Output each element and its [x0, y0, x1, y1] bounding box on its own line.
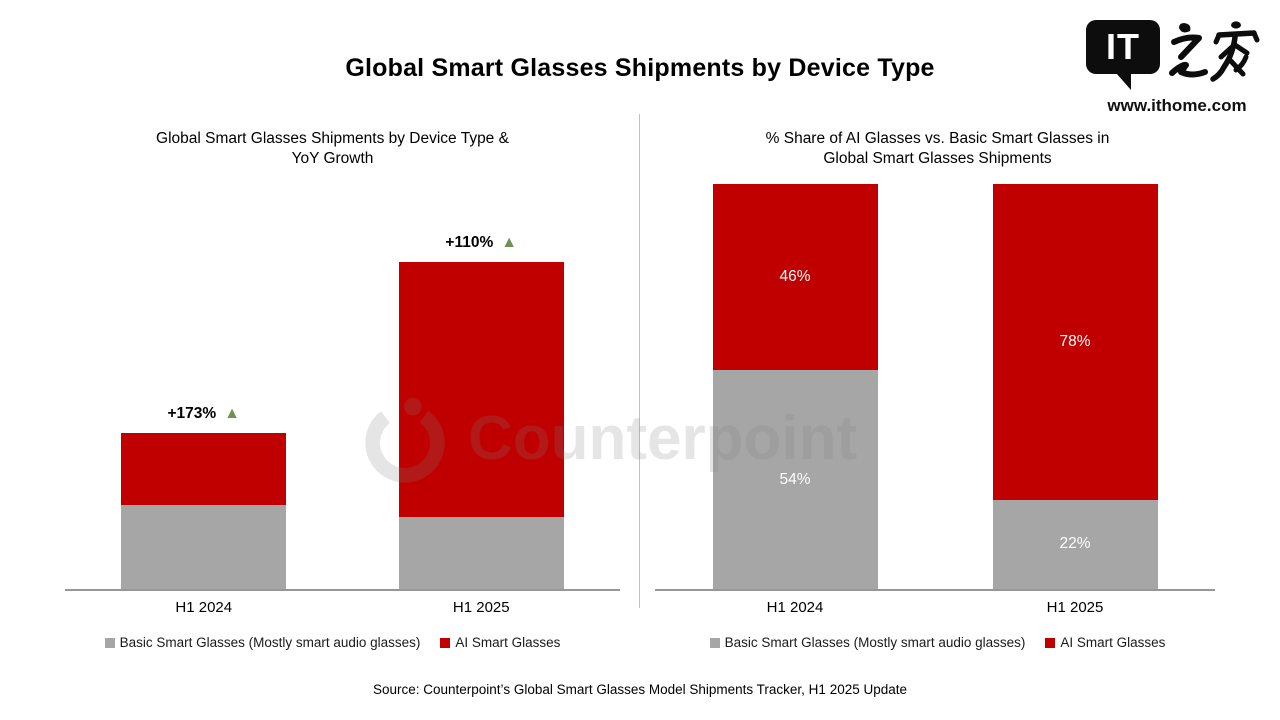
- growth-up-triangle-icon: ▲: [501, 233, 518, 251]
- segment-share-label: 46%: [779, 268, 811, 286]
- x-axis-label: H1 2024: [175, 599, 233, 616]
- yoy-growth-annotation: +110% ▲: [445, 234, 517, 252]
- segment-share-label: 78%: [1059, 332, 1091, 350]
- left-chart-title-line1: Global Smart Glasses Shipments by Device…: [156, 130, 509, 147]
- legend-label: AI Smart Glasses: [455, 635, 561, 650]
- segment-ai-smart-glasses: [398, 261, 564, 518]
- legend-item: AI Smart Glasses: [1045, 635, 1165, 650]
- segment-share-label: 22%: [1059, 535, 1091, 553]
- segment-basic-smart-glasses: 54%: [712, 370, 878, 589]
- left-chart-x-axis-labels: H1 2024 H1 2025: [65, 599, 620, 616]
- yoy-growth-value: +110%: [445, 233, 494, 251]
- legend-swatch: [440, 637, 451, 648]
- bar-h1-2024: +173% ▲: [121, 405, 287, 589]
- right-chart-legend: Basic Smart Glasses (Mostly smart audio …: [655, 635, 1220, 650]
- growth-up-triangle-icon: ▲: [224, 405, 241, 423]
- right-chart-title: % Share of AI Glasses vs. Basic Smart Gl…: [650, 129, 1225, 169]
- left-chart-legend: Basic Smart Glasses (Mostly smart audio …: [40, 635, 625, 650]
- bar-h1-2025: +110% ▲: [398, 234, 564, 589]
- legend-item: AI Smart Glasses: [440, 635, 560, 650]
- bar-h1-2024: 54% 46%: [712, 184, 878, 589]
- yoy-growth-value: +173%: [167, 405, 217, 423]
- yoy-growth-annotation: +173% ▲: [167, 405, 240, 423]
- legend-label: Basic Smart Glasses (Mostly smart audio …: [119, 635, 421, 650]
- legend-swatch: [709, 637, 720, 648]
- ithome-logo-row: IT: [1086, 20, 1268, 90]
- legend-label: Basic Smart Glasses (Mostly smart audio …: [724, 635, 1026, 650]
- x-axis-label: H1 2025: [452, 599, 510, 616]
- right-chart-plot-area: 54% 46% 22% 78%: [655, 184, 1215, 591]
- left-chart-title-line2: YoY Growth: [291, 150, 374, 167]
- legend-item: Basic Smart Glasses (Mostly smart audio …: [709, 635, 1026, 650]
- ithome-zhijia-calligraphy-icon: [1169, 21, 1260, 82]
- segment-ai-smart-glasses: [121, 433, 287, 505]
- ithome-logo-bubble: IT: [1086, 20, 1160, 90]
- source-attribution: Source: Counterpoint’s Global Smart Glas…: [372, 682, 908, 697]
- right-chart-title-line2: Global Smart Glasses Shipments: [823, 150, 1052, 167]
- legend-swatch: [104, 637, 115, 648]
- segment-ai-smart-glasses: 46%: [712, 184, 878, 371]
- left-chart-plot-area: +173% ▲ +110% ▲: [65, 184, 620, 591]
- legend-swatch: [1045, 637, 1056, 648]
- panel-divider-line: [639, 114, 640, 608]
- segment-ai-smart-glasses: 78%: [992, 184, 1158, 500]
- legend-label: AI Smart Glasses: [1060, 635, 1166, 650]
- segment-basic-smart-glasses: [121, 504, 287, 589]
- right-chart-title-line1: % Share of AI Glasses vs. Basic Smart Gl…: [765, 130, 1110, 147]
- segment-basic-smart-glasses: [398, 517, 564, 589]
- bar-h1-2025: 22% 78%: [992, 184, 1158, 589]
- x-axis-label: H1 2024: [766, 599, 824, 616]
- legend-item: Basic Smart Glasses (Mostly smart audio …: [104, 635, 421, 650]
- segment-basic-smart-glasses: 22%: [992, 499, 1158, 589]
- ithome-url: www.ithome.com: [1107, 96, 1247, 115]
- left-chart-title: Global Smart Glasses Shipments by Device…: [40, 129, 625, 169]
- speech-bubble-tail: [1116, 73, 1131, 90]
- ithome-logo: IT www.ithome.com: [1086, 20, 1268, 116]
- page-title: Global Smart Glasses Shipments by Device…: [345, 54, 935, 82]
- segment-share-label: 54%: [779, 470, 811, 488]
- x-axis-label: H1 2025: [1046, 599, 1104, 616]
- right-chart-x-axis-labels: H1 2024 H1 2025: [655, 599, 1215, 616]
- ithome-logo-it-text: IT: [1106, 26, 1140, 67]
